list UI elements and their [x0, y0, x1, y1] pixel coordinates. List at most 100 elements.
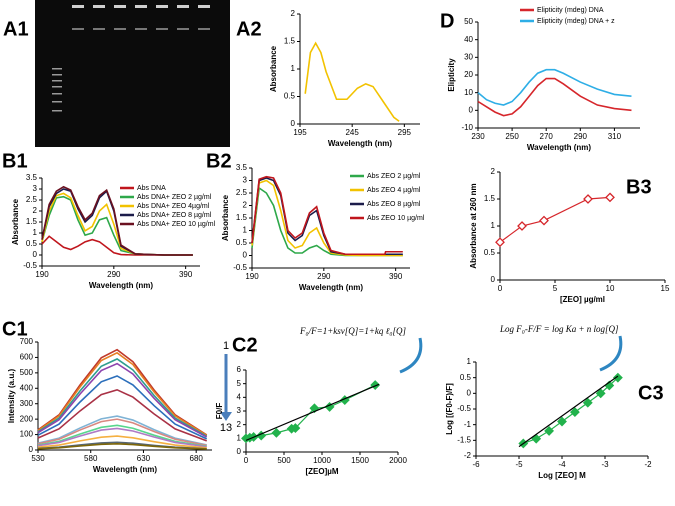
x-tick-label: -6: [472, 460, 480, 469]
y-tick-label: 0: [467, 388, 472, 397]
data-point: [290, 423, 301, 434]
x-tick-label: 230: [471, 132, 485, 141]
data-point: [544, 426, 555, 436]
y-tick-label: 500: [20, 368, 34, 377]
connector-line: [499, 196, 611, 243]
x-tick-label: 500: [277, 456, 291, 465]
x-tick-label: 310: [608, 132, 622, 141]
legend-label: Abs ZEO 4 µg/ml: [367, 187, 421, 194]
y-tick-label: 2: [33, 206, 38, 215]
y-tick-label: 3.5: [236, 163, 248, 172]
panel-label: B2: [206, 150, 232, 172]
equation: F₀/F=1+ksv[Q]=1+kq ℓ₀[Q]: [299, 326, 407, 336]
panel-label: B1: [2, 150, 28, 172]
x-tick-label: 10: [606, 284, 615, 293]
x-tick-label: -3: [601, 460, 609, 469]
data-point: [605, 192, 615, 203]
x-tick-label: 580: [84, 454, 98, 463]
callout-arrow: [399, 337, 423, 374]
y-tick-label: 200: [20, 414, 34, 423]
data-line: [37, 415, 207, 446]
y-axis-label: Absorbance: [269, 45, 278, 92]
x-tick-label: 190: [245, 272, 259, 281]
panel-label: C3: [638, 382, 664, 404]
x-tick-label: 290: [574, 132, 588, 141]
x-tick-label: 270: [540, 132, 554, 141]
data-line: [37, 362, 208, 438]
y-tick-label: 0.5: [460, 373, 472, 382]
x-tick-label: 195: [293, 128, 307, 137]
data-point: [531, 433, 542, 444]
legend-label: Abs DNA+ ZEO 10 µg/ml: [137, 221, 216, 228]
y-tick-label: 1: [467, 357, 472, 366]
data-point: [612, 372, 623, 383]
panel-label: D: [440, 10, 454, 32]
x-tick-label: 680: [190, 454, 204, 463]
x-tick-label: 290: [107, 270, 121, 279]
x-tick-label: 530: [31, 454, 45, 463]
x-tick-label: 295: [398, 128, 412, 137]
y-tick-label: 2.5: [26, 195, 38, 204]
y-tick-label: 0.5: [484, 248, 496, 257]
y-tick-label: 2.5: [236, 188, 248, 197]
x-axis-label: Wavelength (nm): [527, 143, 591, 152]
panel-label: A2: [236, 18, 262, 40]
data-line: [251, 175, 403, 256]
y-tick-label: -1: [464, 420, 472, 429]
y-tick-label: 40: [464, 35, 473, 44]
x-tick-label: 15: [661, 284, 670, 293]
y-tick-label: 0.5: [26, 239, 38, 248]
x-tick-label: 1500: [351, 456, 369, 465]
x-axis-label: [ZEO] µg/ml: [560, 295, 605, 304]
x-tick-label: 630: [137, 454, 151, 463]
panel-label: C1: [2, 318, 28, 340]
y-tick-label: 0: [469, 105, 474, 114]
y-axis-label: Absorbance at 260 nm: [469, 183, 478, 268]
equation: Log F₀-F/F = log Ka + n log[Q]: [499, 324, 619, 334]
y-tick-label: 50: [464, 17, 473, 26]
panel-label: C2: [232, 334, 258, 356]
data-point: [495, 237, 505, 248]
data-line: [37, 424, 207, 448]
legend-label: Abs ZEO 2 µg/ml: [367, 173, 421, 180]
data-point: [583, 194, 593, 204]
y-tick-label: 1: [491, 221, 496, 230]
y-tick-label: 100: [20, 430, 34, 439]
y-tick-label: -1.5: [457, 435, 471, 444]
y-tick-label: 5: [237, 379, 242, 388]
annotation: 1: [223, 340, 229, 352]
x-tick-label: 0: [498, 284, 503, 293]
y-tick-label: 600: [20, 353, 34, 362]
y-tick-label: 1: [33, 228, 38, 237]
x-axis-label: Wavelength (nm): [93, 465, 157, 474]
legend-label: Abs ZEO 8 µg/ml: [367, 201, 421, 208]
y-tick-label: 2: [491, 167, 496, 176]
y-tick-label: 4: [237, 392, 242, 401]
y-tick-label: 1.5: [284, 37, 296, 46]
data-line: [37, 427, 207, 448]
y-tick-label: 1.5: [26, 217, 38, 226]
data-point: [309, 403, 320, 414]
data-line: [37, 435, 207, 449]
y-tick-label: 0.5: [284, 92, 296, 101]
y-tick-label: 20: [464, 70, 473, 79]
y-tick-label: 3: [237, 406, 242, 415]
data-point: [582, 397, 593, 408]
legend-label: Abs DNA+ ZEO 4µg/ml: [137, 203, 210, 210]
y-axis-label: Absorbance: [221, 194, 230, 241]
data-line: [251, 179, 403, 257]
y-tick-label: 6: [237, 365, 242, 374]
y-tick-label: -0.5: [23, 261, 37, 270]
legend-label: Abs DNA: [137, 185, 166, 192]
connector-line: [518, 375, 619, 448]
y-tick-label: 2: [243, 201, 248, 210]
y-tick-label: 400: [20, 383, 34, 392]
y-tick-label: 10: [464, 88, 473, 97]
y-tick-label: 30: [464, 52, 473, 61]
y-tick-label: 3.5: [26, 173, 38, 182]
x-tick-label: 390: [179, 270, 193, 279]
x-tick-label: 1000: [313, 456, 331, 465]
x-axis-label: Wavelength (nm): [299, 283, 363, 292]
y-tick-label: 300: [20, 399, 34, 408]
